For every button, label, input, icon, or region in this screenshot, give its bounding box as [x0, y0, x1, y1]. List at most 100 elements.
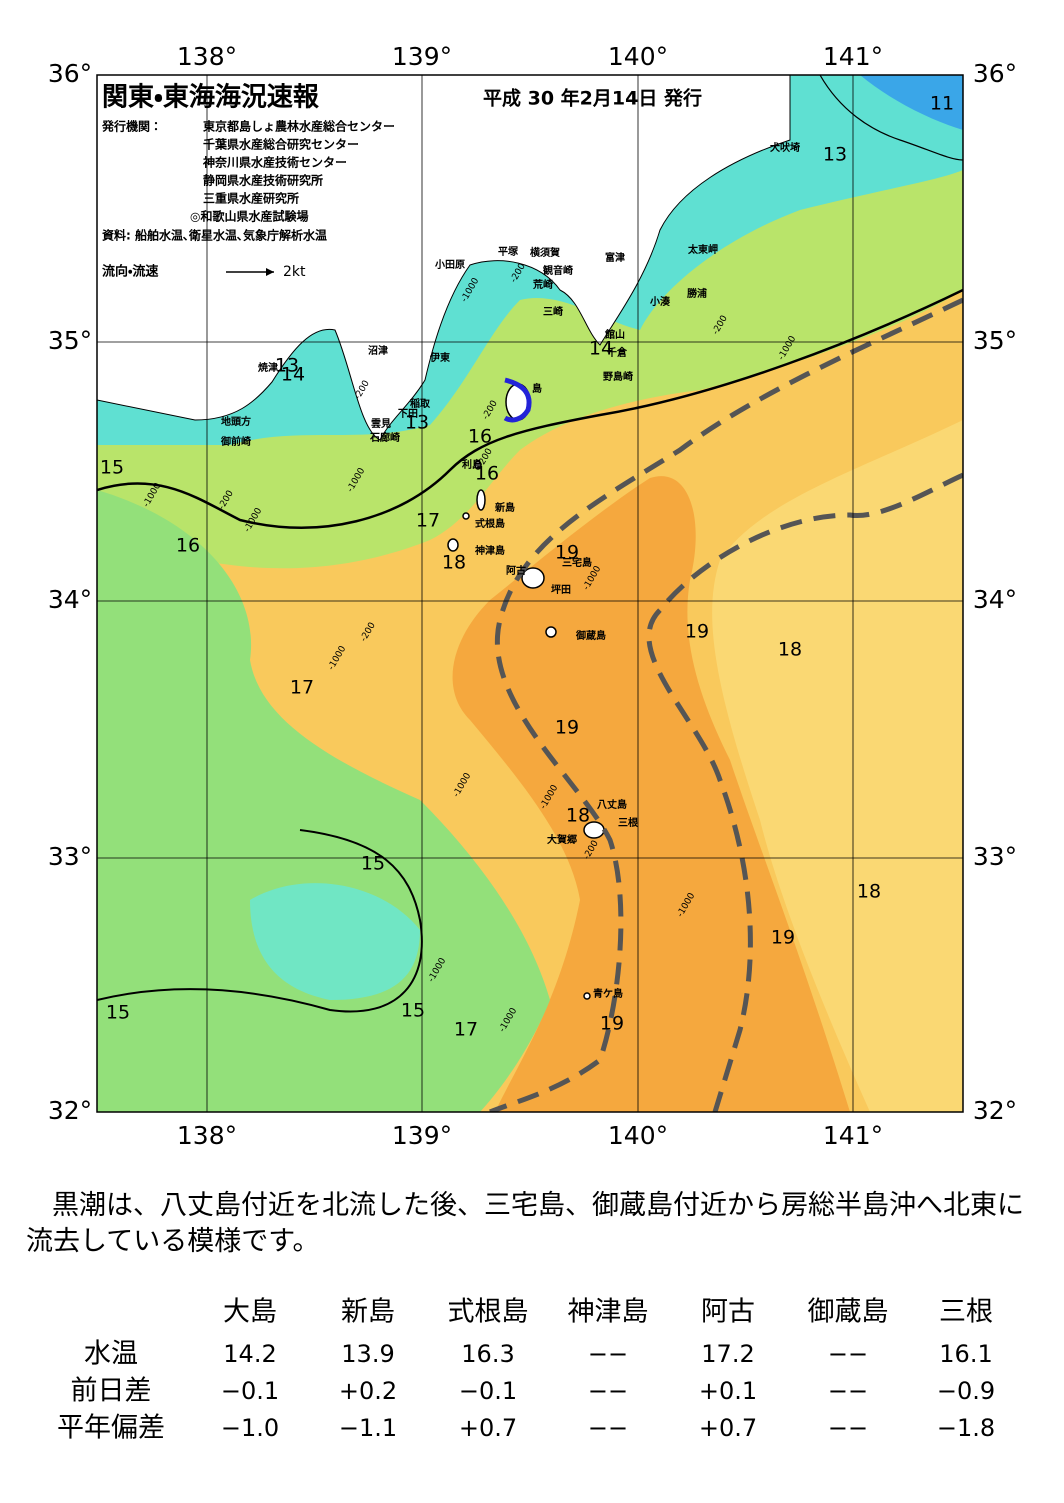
table-cell: 16.1 [939, 1340, 992, 1368]
isotherm [97, 288, 963, 529]
longitude-label: 138° [177, 1121, 237, 1150]
place-name: 焼津 [258, 361, 278, 374]
table-cell: 13.9 [341, 1340, 394, 1368]
table-cell: +0.2 [339, 1377, 397, 1405]
latitude-label: 34° [48, 585, 92, 614]
place-name: 三根 [618, 816, 639, 829]
map: 関東・東海海況速報 平成 30 年2月14日 発行 発行機関： 資料: 船舶水温… [48, 42, 1017, 1150]
table-cell: +0.7 [459, 1414, 517, 1442]
isotherm-label: 19 [600, 1013, 624, 1035]
issue-date: 平成 30 年2月14日 発行 [483, 87, 702, 110]
flow-legend-scale: 2kt [283, 264, 306, 280]
table-cell: +0.1 [699, 1377, 757, 1405]
island [521, 567, 545, 589]
isotherm [97, 829, 423, 1013]
table-header: 三根 [939, 1297, 993, 1328]
publisher: 東京都島しょ農林水産総合センター [203, 119, 395, 134]
place-name: 平塚 [498, 245, 519, 258]
publisher: 千葉県水産総合研究センター [203, 137, 359, 152]
table-row-label: 水温 [84, 1339, 138, 1370]
isotherm-label: 17 [416, 510, 440, 532]
place-name: 小田原 [434, 258, 465, 271]
island [447, 538, 459, 552]
isotherm-label: 13 [823, 144, 847, 166]
place-name: 式根島 [475, 517, 505, 530]
latitude-label: 33° [48, 842, 92, 871]
table-cell: −1.1 [339, 1414, 397, 1442]
table-cell: −− [588, 1414, 628, 1442]
sea-cold-patch [250, 883, 420, 1000]
place-name: 石廊崎 [369, 431, 400, 444]
isotherm-label: 13 [405, 412, 429, 434]
isotherm-label: 19 [771, 927, 795, 949]
island [474, 460, 482, 470]
place-name: 伊東 [429, 351, 450, 364]
isotherm-label: 17 [454, 1019, 478, 1041]
isotherm-label: 15 [106, 1002, 130, 1024]
isotherm-label: 16 [475, 463, 499, 485]
place-name: 神津島 [474, 544, 505, 557]
table-row-label: 平年偏差 [57, 1413, 165, 1444]
latitude-label: 35° [48, 326, 92, 355]
isotherm-label: 16 [176, 535, 200, 557]
place-name: 大賀郷 [547, 833, 577, 846]
flow-legend-label: 流向・流速 [102, 264, 158, 280]
isotherm-label: 11 [930, 93, 954, 115]
place-name: 観音崎 [543, 264, 573, 277]
table-cell: 14.2 [223, 1340, 276, 1368]
isotherm-label: 14 [281, 364, 305, 386]
sea-east [712, 330, 963, 1112]
place-name: 犬吠埼 [770, 141, 800, 154]
isotherm-label: 16 [468, 426, 492, 448]
table-cell: −1.0 [221, 1414, 279, 1442]
place-name: 地頭方 [221, 415, 251, 428]
map-frame [96, 74, 964, 1113]
table-row-label: 前日差 [71, 1376, 152, 1407]
latitude-label: 32° [48, 1096, 92, 1125]
table-cell: −− [588, 1377, 628, 1405]
place-name: 島 [532, 382, 542, 395]
publisher: ◎和歌山県水産試験場 [190, 209, 308, 224]
place-name: 三宅島 [562, 556, 592, 569]
table-cell: 16.3 [461, 1340, 514, 1368]
place-name: 稲取 [410, 397, 431, 410]
place-name: 勝浦 [687, 287, 707, 300]
isotherm-label: 19 [555, 717, 579, 739]
place-name: 沼津 [368, 344, 388, 357]
isotherm-label: 13 [275, 355, 299, 377]
longitude-label: 140° [608, 1121, 668, 1150]
table-header: 阿古 [701, 1297, 755, 1328]
kuroshio-edge [489, 297, 963, 1112]
sources: 資料: 船舶水温､衛星水温､気象庁解析水温 [102, 228, 327, 243]
place-name: 野島崎 [603, 370, 633, 383]
isotherm-label: 14 [589, 338, 613, 360]
publisher: 三重県水産研究所 [203, 191, 299, 206]
map-surface [97, 75, 963, 1112]
place-name: 利島 [462, 458, 482, 471]
table-cell: +0.7 [699, 1414, 757, 1442]
place-name: 下田 [398, 408, 418, 420]
place-name: 太東岬 [687, 243, 718, 256]
isotherm-label: 19 [685, 621, 709, 643]
place-name: 千倉 [607, 346, 628, 359]
table-header: 新島 [341, 1297, 395, 1328]
island [476, 489, 486, 511]
graticule [97, 75, 963, 1112]
place-name: 三崎 [543, 305, 563, 318]
table-cell: −− [588, 1340, 628, 1368]
isotherm-label: 15 [100, 457, 124, 479]
latitude-label: 36° [973, 59, 1017, 88]
isotherm-label: 17 [290, 677, 314, 699]
publisher: 静岡県水産技術研究所 [203, 173, 323, 188]
isotherm-label: 18 [566, 805, 590, 827]
isotherm-label: 18 [442, 552, 466, 574]
flow-vectors [503, 377, 532, 423]
isotherm-label: 18 [857, 881, 881, 903]
place-name: 青ケ島 [593, 987, 623, 1000]
flow-legend-arrowhead [266, 268, 274, 276]
longitude-label: 141° [823, 42, 883, 71]
publisher: 神奈川県水産技術センター [202, 155, 347, 170]
place-name: 八丈島 [597, 798, 627, 811]
longitude-label: 141° [823, 1121, 883, 1150]
